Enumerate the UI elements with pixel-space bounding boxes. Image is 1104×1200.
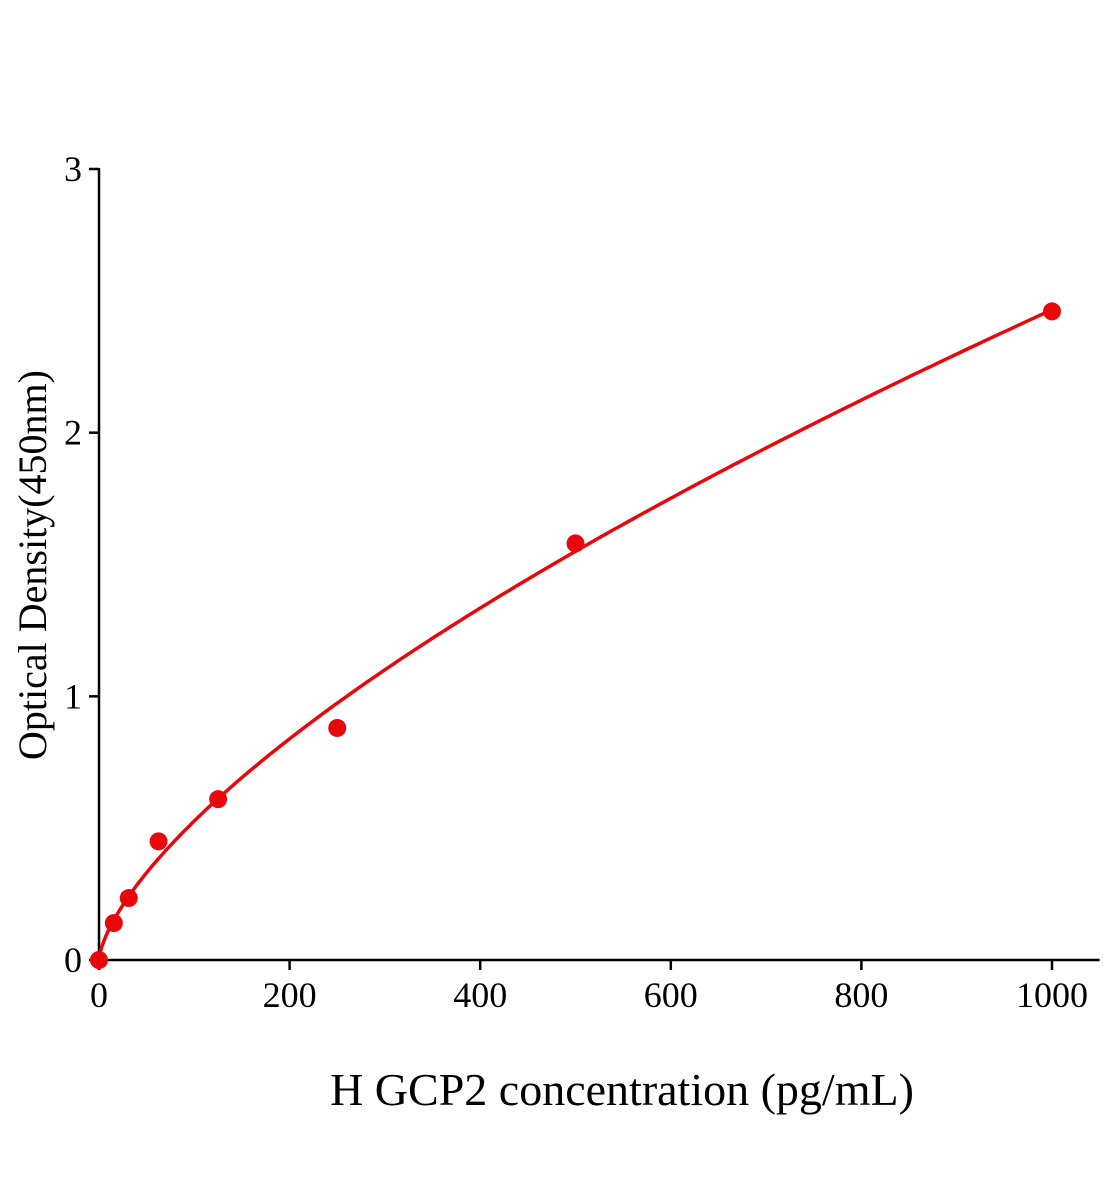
axes: 0 1 2 3 0 200 400 600 800 1000 [64,149,1100,1015]
y-tick-label: 3 [64,149,82,189]
x-axis-label: H GCP2 concentration (pg/mL) [330,1064,914,1115]
x-tick-label: 800 [834,975,888,1015]
data-point [566,534,585,553]
y-axis-label: Optical Density(450nm) [10,370,55,760]
data-points [90,302,1061,969]
x-tick-label: 200 [263,975,317,1015]
data-point [90,951,108,969]
data-point [104,914,123,933]
x-tick-label: 600 [644,975,698,1015]
data-point [209,790,228,809]
y-tick-label: 0 [64,940,82,980]
fit-curve [97,308,1053,961]
y-tick-label: 1 [64,676,82,716]
y-tick-label: 2 [64,413,82,453]
data-point [119,889,138,908]
data-point [1043,302,1061,321]
data-point [328,718,347,737]
x-tick-label: 1000 [1016,975,1088,1015]
data-point [149,832,168,851]
x-tick-label: 0 [90,975,108,1015]
x-tick-label: 400 [453,975,507,1015]
